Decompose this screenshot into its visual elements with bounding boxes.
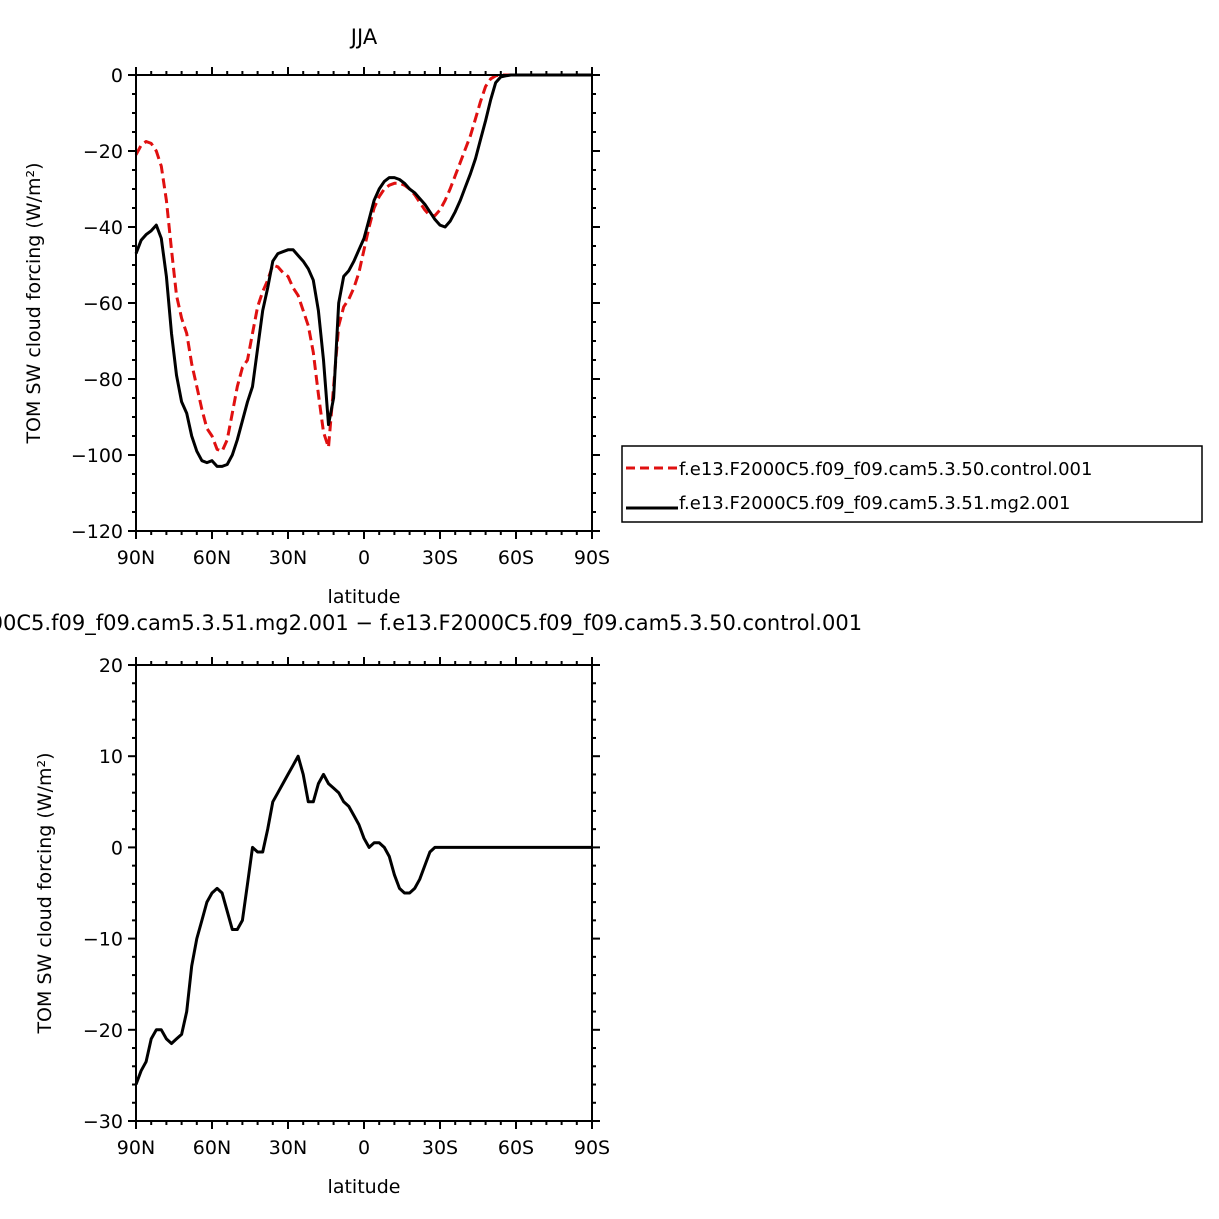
top-panel-y-tick-label: −120 <box>71 521 123 543</box>
bottom-panel-y-tick-label: −30 <box>83 1111 123 1133</box>
legend-label-mg2: f.e13.F2000C5.f09_f09.cam5.3.51.mg2.001 <box>679 493 1070 514</box>
legend: f.e13.F2000C5.f09_f09.cam5.3.50.control.… <box>621 445 1203 523</box>
bottom-panel-y-axis-label: TOM SW cloud forcing (W/m²) <box>34 752 56 1034</box>
bottom-panel-series-line-0 <box>134 754 592 1086</box>
top-panel-ticks <box>128 67 600 539</box>
top-panel-x-axis-label: latitude <box>328 586 401 608</box>
top-panel-y-tick-labels: 0 −20 −40 −60 −80 −100 −120 <box>71 65 123 543</box>
bottom-panel-y-tick-label: 0 <box>111 837 123 859</box>
bottom-panel-x-axis-label: latitude <box>328 1176 401 1198</box>
bottom-panel-series <box>134 754 592 1086</box>
bottom-panel-x-tick-label: 30S <box>422 1137 458 1159</box>
top-panel-x-tick-label: 90S <box>574 547 610 569</box>
top-panel-y-tick-label: −60 <box>83 293 123 315</box>
bottom-panel-x-tick-label: 90S <box>574 1137 610 1159</box>
bottom-panel-y-tick-label: 20 <box>99 655 123 677</box>
top-panel-x-tick-label: 60S <box>498 547 534 569</box>
bottom-panel-y-tick-label: −20 <box>83 1020 123 1042</box>
bottom-panel-y-tick-label: −10 <box>83 929 123 951</box>
top-panel-y-tick-label: −80 <box>83 369 123 391</box>
legend-box <box>621 445 1203 523</box>
top-panel-x-tick-label: 90N <box>117 547 155 569</box>
top-panel-x-tick-label: 30S <box>422 547 458 569</box>
top-panel-y-axis-label: TOM SW cloud forcing (W/m²) <box>23 162 45 444</box>
bottom-panel-x-tick-label: 60N <box>193 1137 231 1159</box>
top-panel-y-tick-label: −40 <box>83 217 123 239</box>
top-panel-y-tick-label: −20 <box>83 141 123 163</box>
top-panel-x-tick-labels: 90N 60N 30N 0 30S 60S 90S <box>117 547 610 569</box>
bottom-panel-y-tick-label: 10 <box>99 746 123 768</box>
bottom-panel-x-tick-label: 30N <box>269 1137 307 1159</box>
top-panel-title: JJA <box>349 25 378 49</box>
top-panel-y-tick-label: −100 <box>71 445 123 467</box>
top-panel-series <box>134 73 592 468</box>
top-panel: JJA 90N 60N 30N 0 30S 60S 90S 0 −20 −40 −60 −80 −10… <box>23 25 610 608</box>
bottom-panel-x-tick-labels: 90N 60N 30N 0 30S 60S 90S <box>117 1137 610 1159</box>
bottom-panel: f.e13.F2000C5.f09_f09.cam5.3.51.mg2.001 … <box>0 611 862 1198</box>
bottom-panel-frame <box>135 664 593 1122</box>
top-panel-series-line-1 <box>134 73 592 468</box>
bottom-panel-title: f.e13.F2000C5.f09_f09.cam5.3.51.mg2.001 … <box>0 611 862 636</box>
bottom-panel-x-tick-label: 90N <box>117 1137 155 1159</box>
top-panel-x-tick-label: 30N <box>269 547 307 569</box>
legend-label-control: f.e13.F2000C5.f09_f09.cam5.3.50.control.… <box>679 459 1092 480</box>
top-panel-x-tick-label: 0 <box>358 547 370 569</box>
bottom-panel-x-tick-label: 60S <box>498 1137 534 1159</box>
top-panel-x-tick-label: 60N <box>193 547 231 569</box>
top-panel-series-line-0 <box>134 73 592 453</box>
bottom-panel-x-tick-label: 0 <box>358 1137 370 1159</box>
bottom-panel-ticks <box>128 657 600 1129</box>
bottom-panel-y-tick-labels: 20 10 0 −10 −20 −30 <box>83 655 123 1133</box>
top-panel-y-tick-label: 0 <box>111 65 123 87</box>
